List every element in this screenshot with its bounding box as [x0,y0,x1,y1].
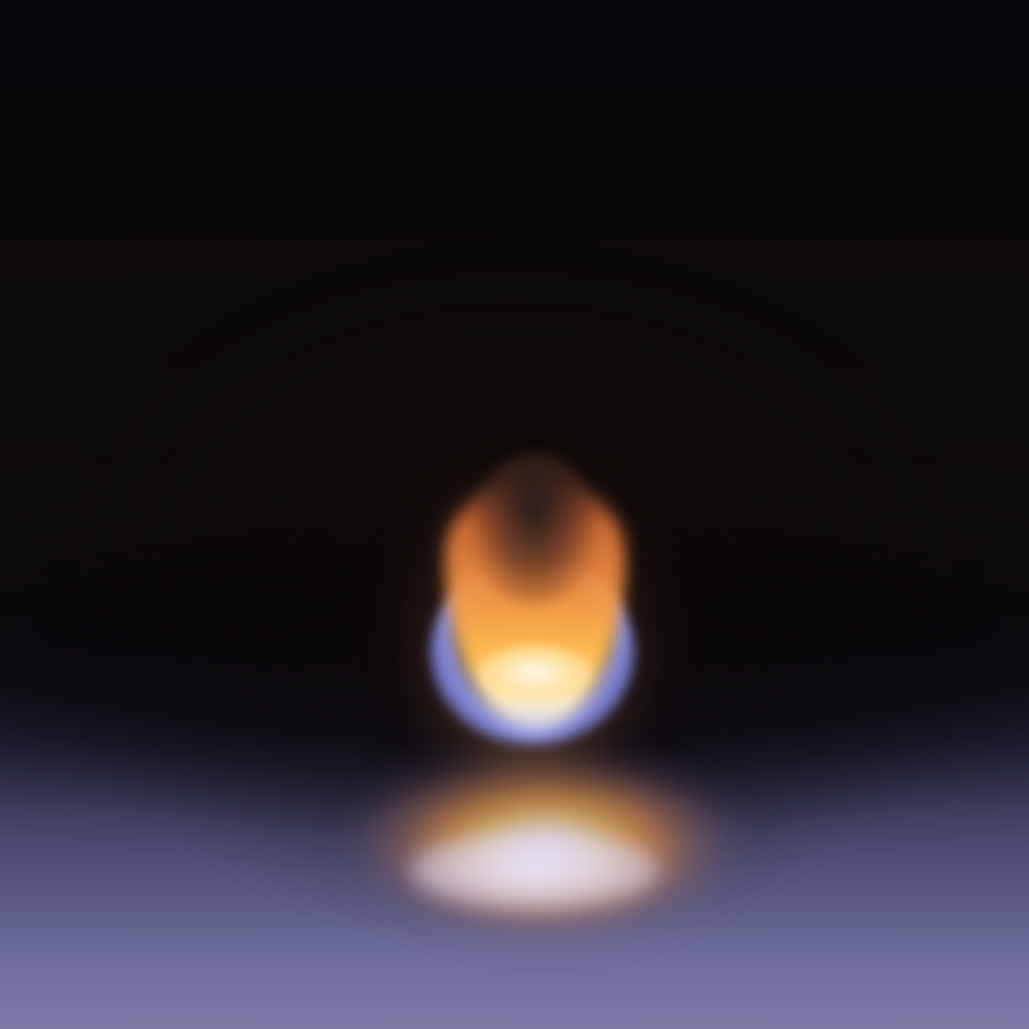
flame-reflection-core [410,830,660,910]
flame-dark-inner [472,455,597,605]
flame-bright-core [480,645,590,700]
